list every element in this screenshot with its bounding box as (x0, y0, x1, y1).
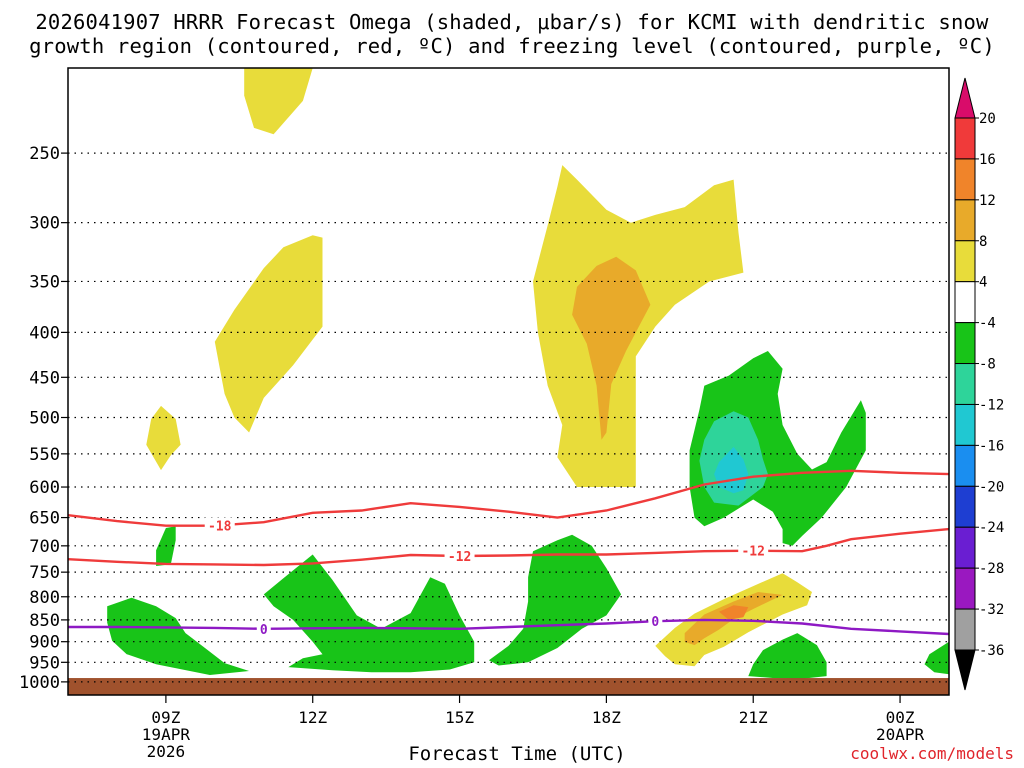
colorbar-label-13: -36 (979, 643, 1004, 659)
y-tick-label-500: 500 (29, 408, 60, 428)
x-tick-label-15Z-0: 15Z (445, 708, 474, 727)
omega-region-9 (107, 597, 250, 675)
y-tick-label-350: 350 (29, 272, 60, 292)
contour-label-freezing_level_0-1: 0 (651, 615, 659, 630)
omega-shading (107, 68, 949, 679)
plot-frame (67, 67, 950, 696)
x-tick-label-09Z-1: 19APR (142, 725, 191, 744)
colorbar-label-5: -4 (979, 316, 996, 332)
omega-region-4 (572, 256, 651, 440)
colorbar-label-10: -24 (979, 520, 1004, 536)
y-tick-label-750: 750 (29, 563, 60, 583)
contour-label-bg-freezing_level_0-0 (256, 620, 271, 637)
colorbar-label-12: -32 (979, 602, 1004, 618)
colorbar-label-0: 20 (979, 111, 996, 127)
y-tick-label-300: 300 (29, 214, 60, 234)
y-tick-label-1000: 1000 (19, 673, 60, 693)
colorbar-label-3: 8 (979, 234, 987, 250)
colorbar-label-9: -20 (979, 479, 1004, 495)
colorbar-label-6: -8 (979, 357, 996, 373)
y-tick-label-800: 800 (29, 588, 60, 608)
pressure-axis: 2503003504004505005506006507007508008509… (19, 144, 68, 693)
colorbar-segment-6 (954, 363, 976, 405)
contour-label-bg-dgz_minus12-0 (444, 548, 475, 565)
colorbar-segment-12 (954, 608, 976, 651)
x-tick-label-12Z-0: 12Z (298, 708, 327, 727)
x-tick-label-00Z-0: 00Z (886, 708, 915, 727)
omega-colorbar: 20 16 12 8 4 -4 -8 -12 -16 -20 -24 -28 -32 -36 (954, 77, 1004, 691)
omega-region-15 (748, 633, 827, 679)
temperature-contours: -18 -12 -12 0 0 (68, 469, 949, 638)
colorbar-segment-8 (954, 444, 976, 487)
colorbar-segment-7 (954, 403, 976, 446)
omega-region-2 (146, 405, 181, 471)
colorbar-segment-5 (954, 322, 976, 365)
y-tick-label-950: 950 (29, 653, 60, 673)
colorbar-segment-10 (954, 526, 976, 569)
colorbar-label-7: -12 (979, 397, 1004, 413)
contour-label-dgz_minus18-0: -18 (208, 519, 232, 534)
x-tick-label-00Z-1: 20APR (876, 725, 925, 744)
y-tick-label-550: 550 (29, 445, 60, 465)
colorbar-segment-11 (954, 567, 976, 610)
source-credit: coolwx.com/models (850, 744, 1014, 763)
y-tick-label-250: 250 (29, 144, 60, 164)
colorbar-segment-1 (954, 158, 976, 201)
omega-region-11 (488, 534, 622, 666)
omega-region-0 (244, 68, 313, 135)
omega-region-7 (719, 605, 749, 620)
chart-title-line-1: 2026041907 HRRR Forecast Omega (shaded, … (35, 10, 989, 34)
y-tick-label-700: 700 (29, 537, 60, 557)
colorbar-segment-4 (954, 281, 976, 324)
contour-label-bg-dgz_minus18-0 (204, 517, 235, 534)
ground-fill (68, 678, 949, 695)
omega-region-10 (263, 554, 475, 673)
omega-region-1 (214, 235, 323, 433)
colorbar-segment-3 (954, 240, 976, 283)
pressure-gridlines (68, 152, 949, 683)
y-tick-label-650: 650 (29, 509, 60, 529)
y-tick-label-850: 850 (29, 611, 60, 631)
contour-dgz_minus12 (68, 527, 949, 567)
colorbar-segment-0 (954, 117, 976, 160)
y-tick-label-450: 450 (29, 368, 60, 388)
colorbar-bottom-triangle (954, 649, 976, 691)
contour-label-freezing_level_0-0: 0 (260, 623, 268, 638)
y-tick-label-400: 400 (29, 323, 60, 343)
x-tick-label-21Z-0: 21Z (739, 708, 768, 727)
colorbar-label-11: -28 (979, 561, 1004, 577)
contour-label-dgz_minus12-1: -12 (741, 545, 764, 560)
ground-below-surface (68, 678, 949, 695)
contour-label-bg-dgz_minus12-1 (738, 542, 769, 559)
contour-freezing_level_0 (68, 618, 949, 636)
colorbar-label-4: 4 (979, 275, 987, 291)
colorbar-label-8: -16 (979, 438, 1004, 454)
colorbar-segment-9 (954, 485, 976, 528)
colorbar-top-triangle (954, 77, 976, 119)
x-tick-label-18Z-0: 18Z (592, 708, 621, 727)
x-tick-label-09Z-2: 2026 (147, 742, 186, 761)
contour-label-bg-freezing_level_0-1 (648, 613, 663, 630)
omega-region-16 (924, 641, 949, 675)
contour-label-dgz_minus12-0: -12 (448, 550, 471, 565)
colorbar-segment-2 (954, 199, 976, 242)
colorbar-label-1: 16 (979, 152, 996, 168)
y-tick-label-900: 900 (29, 633, 60, 653)
chart-title-line-2: growth region (contoured, red, ºC) and f… (29, 34, 995, 58)
x-tick-label-09Z-0: 09Z (151, 708, 180, 727)
x-axis-title: Forecast Time (UTC) (408, 743, 626, 765)
colorbar-label-2: 12 (979, 193, 996, 209)
y-tick-label-600: 600 (29, 478, 60, 498)
